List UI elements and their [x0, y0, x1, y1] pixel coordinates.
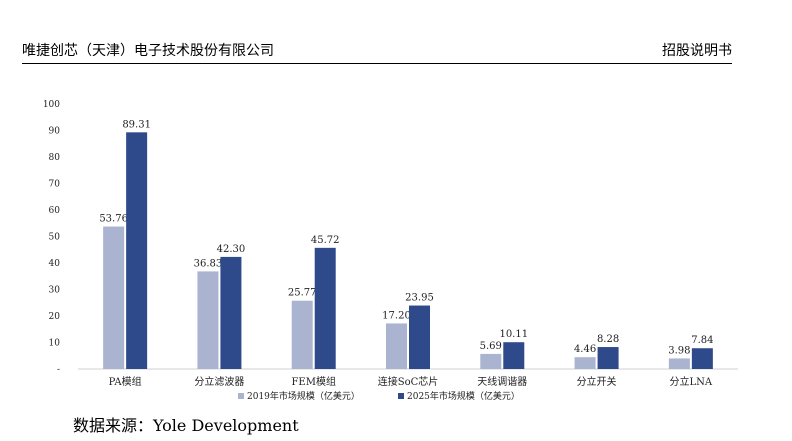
data-label: 42.30: [217, 244, 246, 255]
data-label: 36.83: [194, 258, 223, 269]
data-label: 53.76: [99, 214, 128, 225]
data-label: 89.31: [122, 119, 151, 130]
x-tick-label: 连接SoC芯片: [378, 375, 439, 388]
x-tick-label: 分立LNA: [670, 375, 713, 388]
bar-2019: [386, 323, 407, 369]
data-label: 8.28: [597, 334, 619, 345]
data-source: 数据来源：Yole Development: [73, 416, 299, 435]
bar-2025: [220, 256, 242, 369]
header-rule: [22, 63, 732, 64]
header-company: 唯捷创芯（天津）电子技术股份有限公司: [22, 43, 274, 59]
y-tick-label: 100: [43, 100, 60, 110]
bar-2025: [314, 247, 336, 369]
bar-2025: [691, 348, 713, 369]
y-tick-label: 80: [49, 153, 61, 163]
bar-2025: [597, 347, 619, 369]
y-tick-label: 50: [49, 233, 61, 243]
data-label: 7.84: [691, 335, 713, 346]
x-tick-label: 分立滤波器: [194, 375, 244, 388]
data-label: 5.69: [480, 341, 502, 352]
bar-2019: [574, 357, 596, 369]
bar-2019: [668, 358, 690, 369]
legend-swatch-2019: [238, 393, 244, 399]
bar-2019: [197, 271, 219, 369]
legend-swatch-2025: [398, 393, 404, 399]
bar-2025: [126, 132, 148, 369]
bar-2025: [503, 342, 525, 369]
x-tick-label: FEM模组: [291, 375, 335, 388]
y-tick-label: 70: [49, 180, 61, 190]
y-tick-label: 20: [49, 312, 61, 322]
y-tick-label: 30: [49, 286, 61, 296]
data-label: 23.95: [405, 293, 434, 304]
data-label: 25.77: [288, 288, 317, 299]
bar-2019: [291, 300, 313, 369]
x-tick-label: PA模组: [109, 375, 142, 388]
bar-2025: [409, 305, 430, 369]
data-label: 3.98: [668, 345, 690, 356]
y-tick-label: 90: [49, 127, 61, 137]
y-tick-label: 10: [49, 339, 61, 349]
x-tick-label: 分立开关: [577, 375, 617, 388]
chart-area: - 10 20 30 40 50 60 70 80 90 100 53.76 89.31 PA模组 36.8…: [30, 84, 750, 414]
legend-label: 2019年市场规模（亿美元）: [247, 390, 360, 402]
y-tick-label: -: [57, 365, 60, 375]
y-tick-label: 40: [49, 259, 61, 269]
market-size-bar-chart: - 10 20 30 40 50 60 70 80 90 100 53.76 89.31 PA模组 36.8…: [43, 100, 738, 402]
data-label: 10.11: [499, 329, 528, 340]
data-label: 17.20: [382, 310, 411, 321]
bar-2019: [103, 226, 125, 369]
data-label: 45.72: [311, 235, 340, 246]
data-label: 4.46: [574, 344, 596, 355]
header-doc-type: 招股说明书: [662, 43, 732, 59]
y-tick-label: 60: [49, 206, 61, 216]
legend-label: 2025年市场规模（亿美元）: [407, 390, 520, 402]
bar-2019: [480, 353, 502, 369]
x-tick-label: 天线调谐器: [477, 375, 527, 388]
